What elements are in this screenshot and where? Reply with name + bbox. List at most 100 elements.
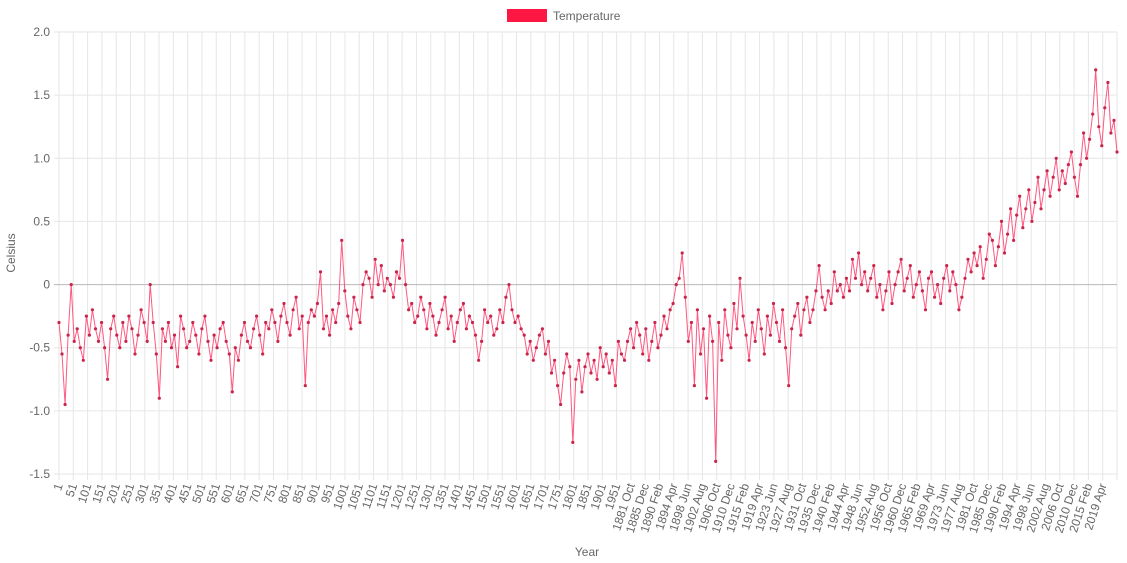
data-point[interactable] — [583, 365, 587, 369]
data-point[interactable] — [866, 289, 870, 293]
data-point[interactable] — [781, 308, 785, 312]
data-point[interactable] — [312, 314, 316, 318]
data-point[interactable] — [139, 308, 143, 312]
data-point[interactable] — [692, 384, 697, 388]
data-point[interactable] — [598, 346, 602, 350]
data-point[interactable] — [446, 327, 450, 331]
data-point[interactable] — [914, 283, 918, 287]
data-point[interactable] — [191, 320, 195, 325]
data-point[interactable] — [160, 327, 164, 331]
data-point[interactable] — [528, 339, 532, 343]
data-point[interactable] — [838, 283, 842, 287]
data-point[interactable] — [540, 327, 545, 331]
data-point[interactable] — [562, 371, 566, 375]
data-point[interactable] — [96, 339, 101, 343]
data-point[interactable] — [939, 301, 943, 306]
data-point[interactable] — [586, 352, 590, 356]
data-point[interactable] — [1002, 251, 1007, 255]
data-point[interactable] — [1072, 175, 1076, 179]
data-point[interactable] — [884, 289, 888, 293]
data-point[interactable] — [194, 333, 198, 337]
data-point[interactable] — [951, 270, 955, 274]
data-point[interactable] — [507, 283, 511, 287]
data-point[interactable] — [525, 352, 529, 356]
data-point[interactable] — [84, 314, 88, 318]
data-point[interactable] — [714, 459, 718, 463]
data-point[interactable] — [504, 295, 508, 299]
data-point[interactable] — [945, 264, 949, 268]
data-point[interactable] — [787, 384, 791, 388]
data-point[interactable] — [473, 333, 478, 337]
data-point[interactable] — [762, 352, 766, 356]
data-point[interactable] — [373, 257, 377, 261]
data-point[interactable] — [431, 314, 435, 318]
data-point[interactable] — [1033, 200, 1037, 205]
data-point[interactable] — [1112, 118, 1116, 122]
data-point[interactable] — [1057, 188, 1061, 192]
data-point[interactable] — [63, 402, 67, 407]
data-point[interactable] — [480, 339, 484, 343]
data-point[interactable] — [324, 314, 329, 318]
data-point[interactable] — [850, 257, 855, 261]
data-point[interactable] — [136, 333, 140, 337]
data-point[interactable] — [954, 283, 958, 287]
data-point[interactable] — [1030, 219, 1034, 223]
data-point[interactable] — [273, 320, 277, 325]
data-point[interactable] — [680, 251, 684, 255]
data-point[interactable] — [537, 333, 542, 337]
data-point[interactable] — [452, 339, 456, 343]
data-point[interactable] — [142, 320, 146, 325]
data-point[interactable] — [151, 320, 155, 325]
data-point[interactable] — [817, 264, 821, 268]
data-point[interactable] — [72, 339, 76, 343]
data-point[interactable] — [802, 308, 806, 312]
data-point[interactable] — [869, 276, 873, 280]
data-point[interactable] — [568, 365, 572, 369]
data-point[interactable] — [978, 245, 982, 249]
data-point[interactable] — [346, 314, 350, 318]
data-point[interactable] — [1015, 213, 1019, 217]
data-point[interactable] — [546, 339, 551, 343]
data-point[interactable] — [829, 301, 833, 306]
data-point[interactable] — [294, 295, 298, 299]
data-point[interactable] — [860, 283, 864, 287]
data-point[interactable] — [796, 301, 800, 306]
data-point[interactable] — [118, 346, 122, 350]
data-point[interactable] — [933, 295, 937, 299]
data-point[interactable] — [394, 270, 399, 274]
data-point[interactable] — [881, 308, 885, 312]
data-point[interactable] — [264, 320, 268, 325]
data-point[interactable] — [872, 264, 876, 268]
data-point[interactable] — [60, 352, 64, 356]
data-point[interactable] — [419, 295, 423, 299]
data-point[interactable] — [425, 327, 429, 331]
data-point[interactable] — [267, 327, 271, 331]
data-point[interactable] — [291, 308, 295, 312]
data-point[interactable] — [328, 333, 332, 337]
data-point[interactable] — [777, 339, 782, 343]
data-point[interactable] — [835, 289, 839, 293]
data-point[interactable] — [93, 327, 98, 331]
data-point[interactable] — [875, 295, 879, 299]
data-point[interactable] — [297, 327, 301, 331]
data-point[interactable] — [337, 301, 341, 306]
data-point[interactable] — [227, 352, 231, 356]
data-point[interactable] — [498, 308, 502, 312]
data-point[interactable] — [258, 333, 262, 337]
data-point[interactable] — [385, 276, 389, 280]
data-point[interactable] — [984, 257, 988, 261]
data-point[interactable] — [708, 314, 712, 318]
data-point[interactable] — [744, 333, 748, 337]
data-point[interactable] — [723, 308, 727, 312]
data-point[interactable] — [686, 339, 690, 343]
legend[interactable]: Temperature — [507, 9, 621, 23]
data-point[interactable] — [355, 308, 359, 312]
data-point[interactable] — [206, 339, 210, 343]
data-point[interactable] — [759, 327, 763, 331]
data-point[interactable] — [470, 320, 475, 325]
data-point[interactable] — [592, 358, 596, 362]
data-point[interactable] — [306, 320, 310, 325]
data-point[interactable] — [75, 327, 79, 331]
data-point[interactable] — [887, 270, 891, 274]
data-point[interactable] — [1078, 163, 1083, 167]
